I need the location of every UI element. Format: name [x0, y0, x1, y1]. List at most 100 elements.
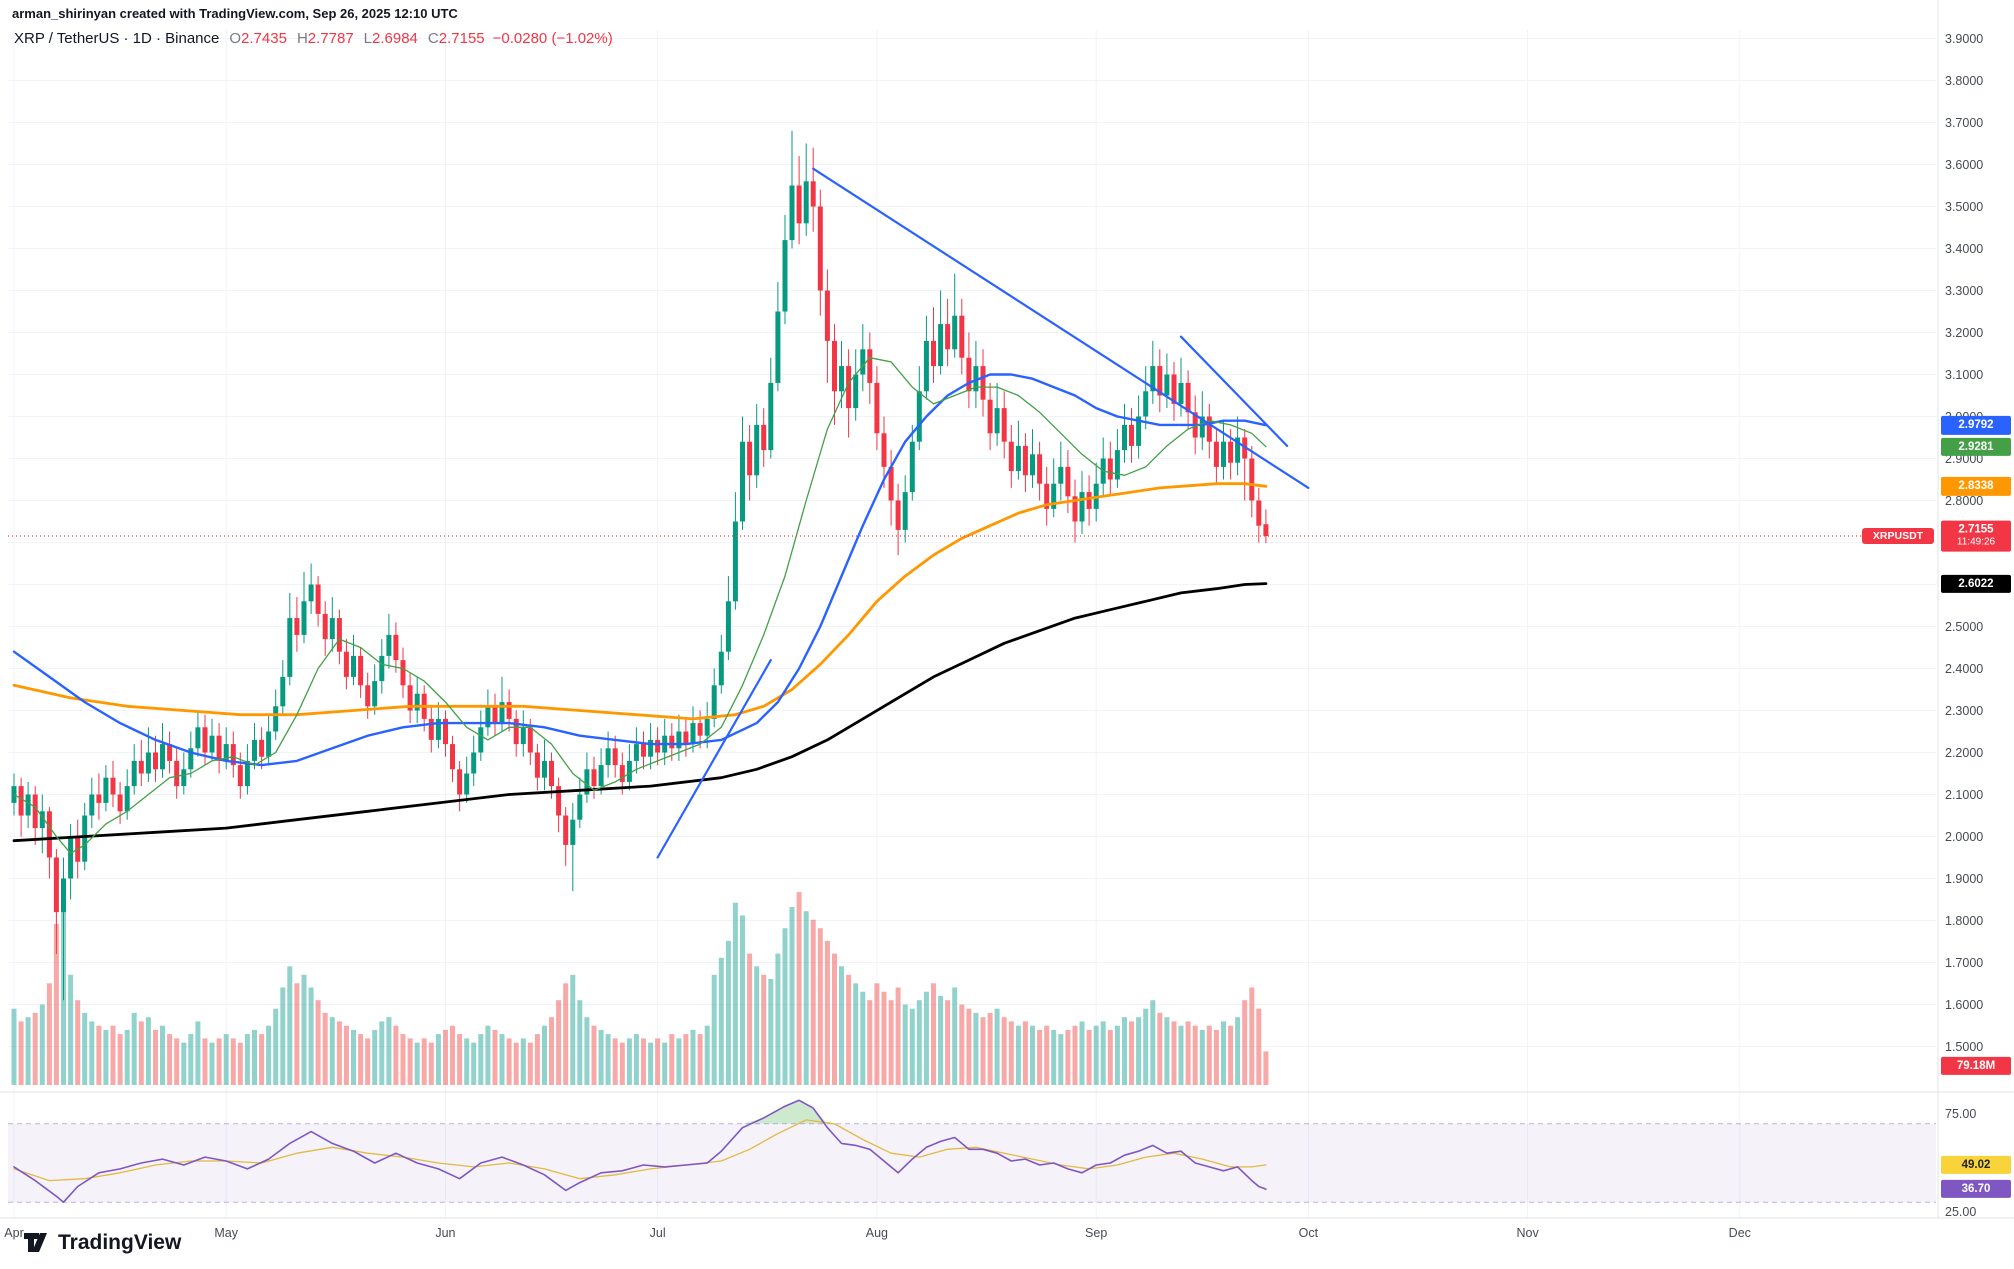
volume-bar [1058, 1034, 1064, 1085]
time-axis[interactable]: Apr May Jun Jul Aug Sep Oct Nov Dec [0, 1226, 2014, 1246]
volume-bar [740, 915, 745, 1085]
volume-bar [945, 1000, 951, 1085]
volume-bar [131, 1012, 137, 1085]
candle [407, 685, 413, 711]
volume-bar [273, 1008, 279, 1085]
candle [46, 811, 52, 858]
volume-bar [379, 1021, 385, 1085]
candle [846, 366, 852, 409]
volume-bar [1178, 1025, 1184, 1085]
y-axis-label: 1.7000 [1945, 955, 1984, 970]
volume-bar [1072, 1025, 1078, 1085]
volume-bar [556, 1000, 562, 1085]
volume-bar [1136, 1017, 1142, 1085]
candle [1030, 454, 1035, 476]
candle [216, 735, 222, 761]
candle [959, 315, 965, 358]
volume-bar [1100, 1021, 1106, 1085]
price-axis[interactable]: 2.9792 2.9281 2.8338 2.7155 11:49:26 2.6… [1938, 0, 2014, 1269]
volume-bar [1093, 1025, 1099, 1085]
volume-bar [1150, 1000, 1156, 1085]
volume-bar [839, 966, 844, 1085]
x-axis-label: Aug [865, 1226, 889, 1240]
volume-bar [39, 1004, 45, 1085]
chart-legend: XRP / TetherUS · 1D · Binance O2.7435 H2.7… [14, 30, 613, 47]
volume-bar [478, 1034, 484, 1085]
volume-bar [414, 1042, 420, 1085]
candle [336, 618, 342, 652]
candle [1171, 374, 1177, 404]
candle [994, 408, 1000, 434]
candle [626, 760, 632, 782]
y-axis-label: 2.5000 [1945, 619, 1984, 634]
volume-bar [294, 983, 300, 1085]
candle [655, 739, 661, 753]
candle [124, 786, 130, 812]
volume-bar [563, 983, 569, 1085]
volume-layer [11, 892, 1269, 1085]
close-value: 2.7155 [438, 30, 485, 47]
volume-bar [923, 991, 929, 1085]
volume-bar [1213, 1029, 1219, 1085]
candle [1079, 492, 1085, 522]
candle [931, 340, 936, 367]
volume-bar [1185, 1021, 1191, 1085]
volume-bar [89, 1021, 95, 1085]
candle [202, 727, 208, 753]
volume-bar [1065, 1029, 1071, 1085]
candle [1235, 437, 1241, 463]
ma_fast-line [13, 357, 1267, 854]
candle [365, 685, 371, 707]
volume-bar [662, 1042, 668, 1085]
volume-bar [1129, 1021, 1134, 1085]
candle [980, 366, 986, 400]
volume-bar [492, 1029, 498, 1085]
bar-countdown: 11:49:26 [1956, 536, 1996, 548]
candle [18, 786, 24, 816]
volume-bar [626, 1038, 632, 1085]
low-value: 2.6984 [372, 30, 418, 47]
candle [782, 240, 788, 312]
volume-bar [53, 923, 59, 1085]
candle [1122, 424, 1127, 451]
candle [287, 618, 293, 677]
volume-bar [754, 966, 760, 1085]
x-axis-label: Jun [435, 1226, 456, 1240]
candle [754, 424, 760, 476]
candle [860, 349, 866, 375]
trendline-layer[interactable] [656, 167, 1310, 859]
volume-bar [280, 987, 286, 1085]
candle [1008, 441, 1014, 472]
volume-bar [542, 1025, 547, 1085]
volume-bar [761, 974, 767, 1085]
candle [61, 878, 66, 913]
y-axis-label: 2.0000 [1945, 829, 1984, 844]
candle [25, 794, 31, 816]
candle [443, 718, 448, 745]
volume-bar [938, 996, 944, 1085]
candle [428, 718, 434, 740]
volume-bar [1171, 1021, 1177, 1085]
y-axis-label: 3.8000 [1945, 73, 1984, 88]
ma100-price-tag: 2.8338 [1941, 477, 2011, 496]
volume-bar [860, 991, 866, 1085]
volume-bar [803, 911, 809, 1085]
x-axis-label: Apr [4, 1226, 24, 1240]
open-label: O [229, 30, 242, 47]
candle [478, 727, 484, 753]
tradingview-wordmark: TradingView [58, 1230, 182, 1254]
candle [591, 769, 597, 787]
trendline-3 [656, 658, 772, 859]
volume-bar [697, 1034, 703, 1085]
volume-bar [471, 1042, 477, 1085]
candle [676, 731, 682, 749]
volume-bar [485, 1025, 491, 1085]
low-label: L [363, 30, 373, 47]
ma50-price-tag: 2.9792 [1941, 416, 2011, 435]
candle [308, 584, 314, 602]
tradingview-logo[interactable]: TradingView [22, 1230, 181, 1255]
candle [393, 634, 399, 661]
candle [874, 382, 880, 434]
